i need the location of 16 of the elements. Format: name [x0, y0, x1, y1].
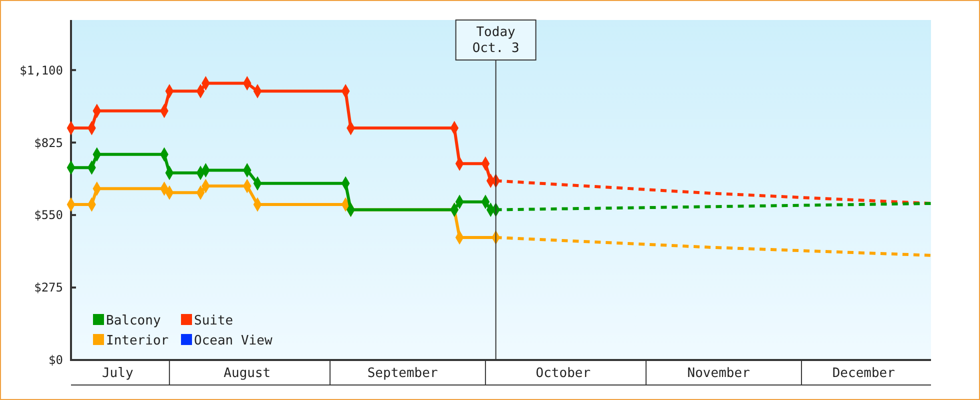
x-tick-label: July: [102, 366, 134, 381]
legend-label: Balcony: [106, 314, 161, 329]
x-tick-label: September: [367, 366, 438, 381]
y-tick-label: $550: [34, 208, 63, 222]
x-tick-label: October: [536, 366, 591, 381]
y-tick-label: $0: [48, 353, 63, 368]
legend-label: Ocean View: [194, 334, 272, 349]
y-tick-label: $1,100: [20, 63, 63, 78]
x-tick-label: December: [832, 366, 896, 381]
legend-label: Interior: [106, 334, 169, 349]
y-tick-label: $825: [34, 136, 63, 150]
ref-line-label: Today Oct. 3: [472, 25, 520, 56]
x-tick-label: November: [687, 366, 750, 381]
y-tick-label: $275: [34, 280, 63, 295]
legend-label: Suite: [194, 314, 234, 329]
x-tick-label: August: [224, 366, 271, 381]
